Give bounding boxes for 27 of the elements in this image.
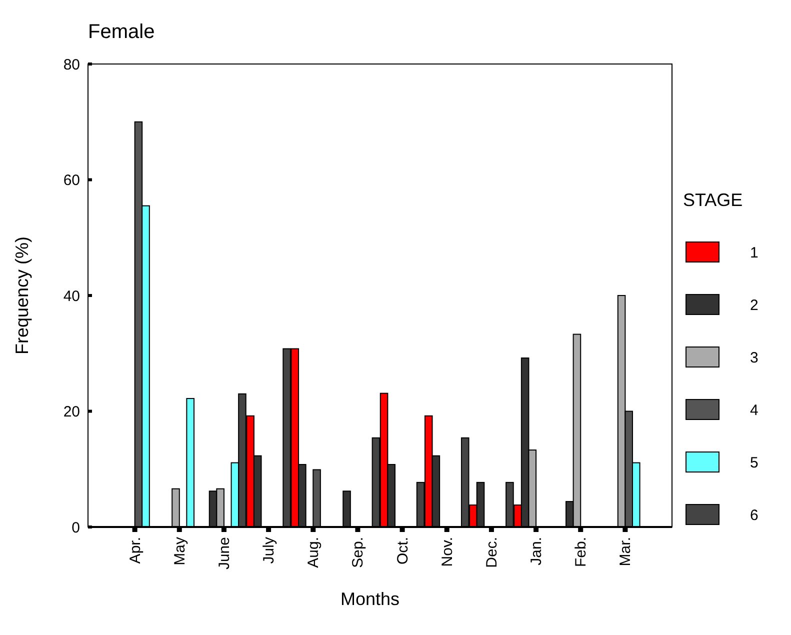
legend-title: STAGE: [683, 190, 743, 210]
y-tick-label: 0: [72, 519, 80, 536]
x-tick-label: July: [260, 536, 278, 564]
x-tick-label: Apr.: [126, 537, 144, 564]
x-tick-label: Oct.: [394, 537, 412, 565]
x-axis-title: Months: [340, 589, 400, 609]
x-tick-label: Feb.: [572, 537, 590, 568]
x-tick-label: Jan.: [528, 537, 546, 566]
x-tick-label: June: [216, 537, 233, 570]
y-axis-title: Frequency (%): [12, 236, 32, 355]
x-tick-label: Dec.: [483, 537, 500, 568]
y-tick-label: 20: [63, 404, 80, 420]
x-tick-label: Nov.: [438, 537, 456, 567]
legend-label: 3: [750, 349, 758, 366]
x-tick-label: May: [171, 536, 188, 566]
chart-title: Female: [88, 21, 155, 43]
x-tick-label: Sep.: [350, 537, 367, 568]
y-tick-label: 80: [63, 56, 80, 74]
y-tick-label: 40: [63, 288, 80, 305]
legend-label: 1: [750, 244, 758, 262]
legend-label: 2: [750, 296, 758, 314]
legend-label: 6: [750, 506, 758, 524]
x-tick-label: Mar.: [617, 537, 634, 566]
legend-label: 4: [750, 402, 758, 419]
y-tick-label: 60: [63, 172, 80, 189]
legend-label: 5: [750, 454, 758, 472]
x-tick-label: Aug.: [305, 537, 322, 568]
